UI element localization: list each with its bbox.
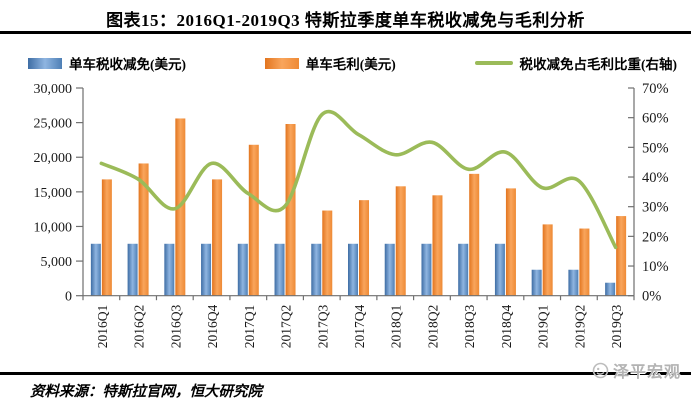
bar-tax-credit bbox=[237, 243, 248, 296]
bar-gross-profit bbox=[432, 195, 443, 296]
left-axis-tick-label: 25,000 bbox=[34, 117, 73, 132]
bar-tax-credit bbox=[384, 243, 395, 296]
bar-gross-profit bbox=[212, 179, 223, 296]
ratio-line-layer bbox=[99, 110, 618, 250]
bar-tax-credit bbox=[311, 243, 322, 296]
bar-gross-profit bbox=[395, 186, 406, 296]
chart-legend: 单车税收减免(美元) 单车毛利(美元) 税收减免占毛利比重(右轴) bbox=[28, 52, 677, 74]
bar-tax-credit bbox=[90, 243, 101, 296]
bar-tax-credit bbox=[127, 243, 138, 296]
watermark: 泽平宏观 bbox=[592, 358, 681, 382]
x-axis-category-label: 2019Q1 bbox=[536, 305, 551, 349]
right-axis-tick-label: 10% bbox=[642, 259, 669, 275]
x-axis-category-label: 2019Q3 bbox=[609, 304, 624, 348]
legend-item-tax-credit: 单车税收减免(美元) bbox=[28, 53, 186, 73]
bar-tax-credit bbox=[494, 243, 505, 296]
x-axis-category-label: 2016Q1 bbox=[95, 305, 110, 349]
x-axis-category-label: 2017Q1 bbox=[242, 305, 257, 349]
right-axis-tick-label: 60% bbox=[642, 111, 669, 127]
bars-layer bbox=[90, 118, 627, 296]
right-axis-tick-label: 50% bbox=[642, 140, 669, 156]
ratio-line bbox=[99, 110, 618, 250]
legend-bar-swatch-blue bbox=[28, 57, 62, 69]
right-axis-tick-label: 70% bbox=[642, 81, 669, 97]
zeping-logo-icon bbox=[592, 362, 609, 378]
source-note: 资料来源：特斯拉官网，恒大研究院 bbox=[30, 384, 262, 400]
x-axis-category-label: 2018Q3 bbox=[462, 304, 477, 348]
watermark-text: 泽平宏观 bbox=[612, 364, 681, 381]
legend-line-swatch-green bbox=[474, 61, 513, 65]
left-axis-tick-label: 5,000 bbox=[41, 255, 73, 270]
legend-item-gross-profit: 单车毛利(美元) bbox=[264, 53, 396, 73]
bar-tax-credit bbox=[421, 243, 432, 296]
axes-layer bbox=[76, 87, 635, 301]
footer-divider bbox=[0, 372, 691, 375]
bar-tax-credit bbox=[201, 243, 212, 296]
bar-tax-credit bbox=[164, 243, 175, 296]
x-axis-category-label: 2016Q2 bbox=[132, 305, 147, 349]
legend-label-tax-credit: 单车税收减免(美元) bbox=[69, 57, 186, 72]
x-axis-category-label: 2016Q4 bbox=[205, 304, 220, 348]
bar-tax-credit bbox=[274, 243, 285, 296]
x-axis-category-label: 2017Q4 bbox=[352, 304, 367, 348]
legend-label-ratio: 税收减免占毛利比重(右轴) bbox=[519, 57, 678, 72]
legend-bar-swatch-orange bbox=[264, 57, 299, 69]
bar-tax-credit bbox=[458, 243, 469, 296]
left-axis-tick-label: 15,000 bbox=[34, 186, 73, 201]
right-axis-tick-label: 40% bbox=[642, 170, 669, 186]
legend-item-ratio: 税收减免占毛利比重(右轴) bbox=[474, 53, 678, 73]
bar-gross-profit bbox=[285, 124, 296, 296]
bar-gross-profit bbox=[248, 144, 259, 296]
figure-title: 图表15：2016Q1-2019Q3 特斯拉季度单车税收减免与毛利分析 bbox=[106, 11, 585, 30]
bar-tax-credit bbox=[531, 269, 542, 296]
bar-gross-profit bbox=[542, 224, 553, 296]
bar-gross-profit bbox=[505, 188, 516, 296]
title-divider bbox=[0, 31, 691, 34]
bar-gross-profit bbox=[322, 210, 333, 296]
right-axis-tick-label: 0% bbox=[642, 289, 661, 305]
combo-chart: 0 5,000 10,000 15,000 20,000 25,000 30,000 0% 10… bbox=[34, 81, 669, 348]
x-axis-category-label: 2018Q1 bbox=[389, 305, 404, 349]
x-axis-category-label: 2019Q2 bbox=[572, 305, 587, 349]
bar-gross-profit bbox=[138, 163, 149, 296]
x-axis-category-label: 2017Q3 bbox=[315, 304, 330, 348]
bar-gross-profit bbox=[101, 179, 112, 296]
left-axis-tick-label: 20,000 bbox=[34, 151, 73, 166]
right-axis-tick-label: 30% bbox=[642, 200, 669, 216]
bar-gross-profit bbox=[616, 216, 627, 296]
bar-gross-profit bbox=[579, 228, 590, 296]
legend-label-gross-profit: 单车毛利(美元) bbox=[305, 57, 396, 72]
bar-tax-credit bbox=[605, 282, 616, 296]
bar-tax-credit bbox=[348, 243, 358, 296]
bar-gross-profit bbox=[469, 173, 480, 296]
left-axis-tick-label: 30,000 bbox=[34, 82, 73, 97]
right-axis-tick-label: 20% bbox=[642, 229, 669, 245]
axis-labels-layer: 0 5,000 10,000 15,000 20,000 25,000 30,000 0% 10… bbox=[34, 81, 669, 348]
x-axis-category-label: 2018Q4 bbox=[499, 304, 514, 348]
x-axis-category-label: 2017Q2 bbox=[279, 305, 294, 349]
x-axis-category-label: 2018Q2 bbox=[425, 305, 440, 349]
bar-gross-profit bbox=[359, 200, 369, 296]
bar-tax-credit bbox=[568, 269, 579, 296]
x-axis-category-label: 2016Q3 bbox=[168, 304, 183, 348]
left-axis-tick-label: 10,000 bbox=[34, 220, 73, 235]
left-axis-tick-label: 0 bbox=[65, 290, 72, 305]
